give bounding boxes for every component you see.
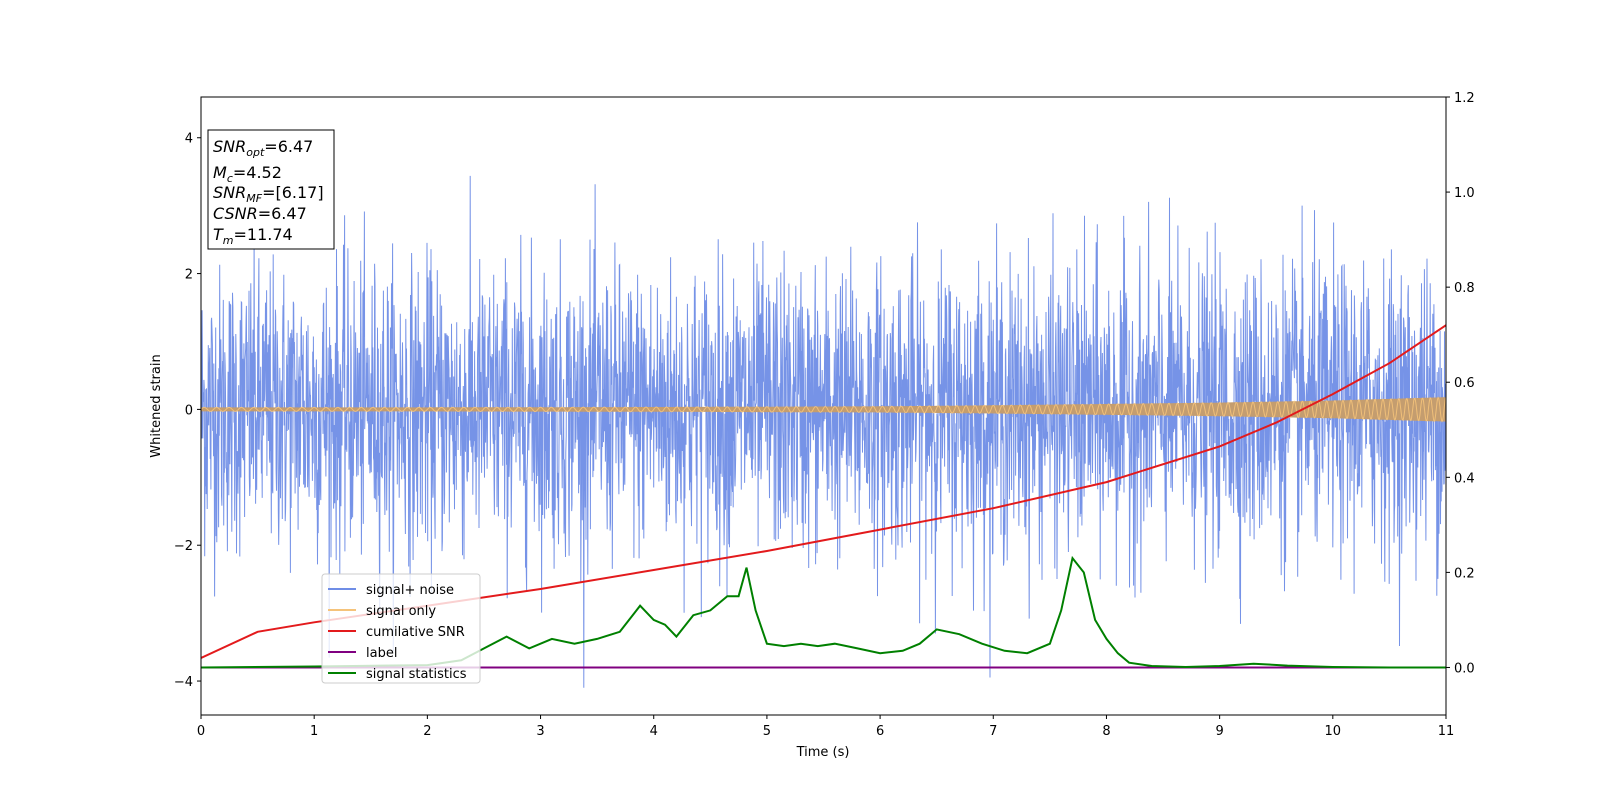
y-right-tick-label: 0.8 xyxy=(1454,281,1475,296)
y-left-tick-label: 2 xyxy=(185,268,193,283)
x-tick-label: 5 xyxy=(763,724,771,739)
legend-label: label xyxy=(366,646,397,661)
signal-noise-series xyxy=(201,175,1446,688)
y-right-tick-label: 1.2 xyxy=(1454,91,1475,106)
y-axis-left: −4 −2 0 2 4 xyxy=(174,132,201,690)
y-right-tick-label: 0.6 xyxy=(1454,376,1475,391)
x-tick-label: 9 xyxy=(1215,724,1223,739)
x-tick-label: 4 xyxy=(650,724,658,739)
x-tick-label: 2 xyxy=(423,724,431,739)
y-left-tick-label: 4 xyxy=(185,132,193,147)
x-tick-label: 7 xyxy=(989,724,997,739)
legend-label: signal only xyxy=(366,604,436,619)
y-axis-right: 0.0 0.2 0.4 0.6 0.8 1.0 1.2 xyxy=(1446,91,1475,676)
info-box: SNRopt=6.47 Mc=4.52 SNRMF=[6.17] CSNR=6.… xyxy=(207,129,335,250)
y-left-tick-label: −4 xyxy=(174,675,193,690)
x-tick-label: 0 xyxy=(197,724,205,739)
info-mc: Mc=4.52 xyxy=(213,163,282,185)
info-snr-mf: SNRMF=[6.17] xyxy=(213,183,324,205)
signal-only-band xyxy=(201,397,1446,422)
x-axis-label: Time (s) xyxy=(796,745,850,760)
y-right-tick-label: 0.4 xyxy=(1454,471,1475,486)
y-right-tick-label: 0.2 xyxy=(1454,566,1475,581)
info-tm: Tm=11.74 xyxy=(213,225,293,247)
legend-label: signal+ noise xyxy=(366,583,454,598)
info-csnr: CSNR=6.47 xyxy=(213,204,307,223)
x-axis: 0 1 2 3 4 5 6 7 8 9 10 11 xyxy=(197,715,1454,739)
y-right-tick-label: 1.0 xyxy=(1454,186,1475,201)
x-tick-label: 8 xyxy=(1102,724,1110,739)
y-left-tick-label: −2 xyxy=(174,539,193,554)
signal-only-series xyxy=(201,396,1446,423)
y-axis-label: Whitened strain xyxy=(149,354,164,457)
x-tick-label: 6 xyxy=(876,724,884,739)
info-snr-opt: SNRopt=6.47 xyxy=(213,137,313,159)
y-left-tick-label: 0 xyxy=(185,403,193,418)
legend-label: cumilative SNR xyxy=(366,625,465,640)
legend-label: signal statistics xyxy=(366,667,467,682)
x-tick-label: 1 xyxy=(310,724,318,739)
x-tick-label: 3 xyxy=(536,724,544,739)
x-tick-label: 11 xyxy=(1438,724,1455,739)
signal-statistics-series xyxy=(201,555,1446,669)
y-right-tick-label: 0.0 xyxy=(1454,661,1475,676)
x-tick-label: 10 xyxy=(1325,724,1342,739)
plot-frame xyxy=(200,96,1447,716)
legend: signal+ noise signal only cumilative SNR la… xyxy=(321,573,481,684)
